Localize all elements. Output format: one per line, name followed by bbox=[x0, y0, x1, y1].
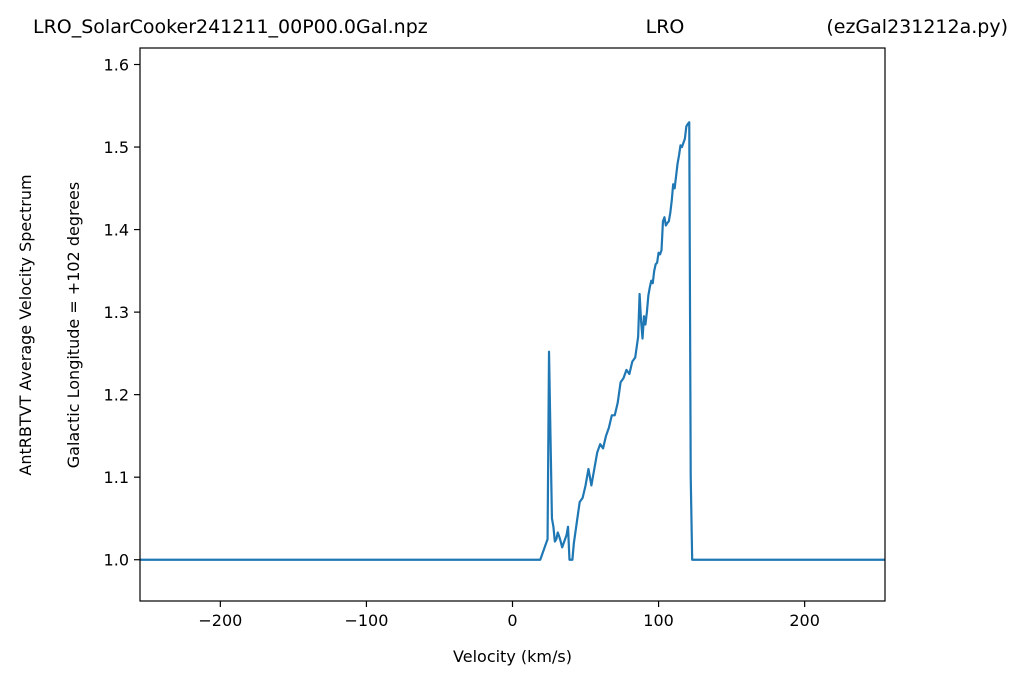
plot-area bbox=[140, 121, 885, 561]
series-line-0 bbox=[140, 121, 885, 561]
y-tick-label: 1.0 bbox=[104, 551, 129, 570]
y-tick-label: 1.1 bbox=[104, 468, 129, 487]
title-right: (ezGal231212a.py) bbox=[826, 16, 1008, 38]
x-tick-label: −200 bbox=[198, 611, 242, 630]
y-axis-label-outer: AntRBTVT Average Velocity Spectrum bbox=[16, 174, 35, 475]
plot-frame bbox=[139, 47, 886, 602]
y-axis-label-inner: Galactic Longitude = +102 degrees bbox=[64, 182, 83, 468]
title-left: LRO_SolarCooker241211_00P00.0Gal.npz bbox=[33, 16, 428, 38]
y-tick-label: 1.4 bbox=[104, 221, 129, 240]
x-tick-label: −100 bbox=[344, 611, 388, 630]
y-tick-label: 1.5 bbox=[104, 138, 129, 157]
x-axis: −200 −100 0 100 200 bbox=[198, 601, 820, 630]
x-tick-label: 200 bbox=[789, 611, 820, 630]
y-tick-label: 1.3 bbox=[104, 303, 129, 322]
y-tick-label: 1.6 bbox=[104, 56, 129, 75]
y-axis: 1.0 1.1 1.2 1.3 1.4 1.5 1.6 bbox=[104, 56, 140, 570]
y-tick-label: 1.2 bbox=[104, 386, 129, 405]
x-tick-label: 0 bbox=[507, 611, 517, 630]
x-axis-label: Velocity (km/s) bbox=[453, 647, 572, 666]
title-center: LRO bbox=[646, 16, 685, 38]
x-tick-label: 100 bbox=[643, 611, 674, 630]
